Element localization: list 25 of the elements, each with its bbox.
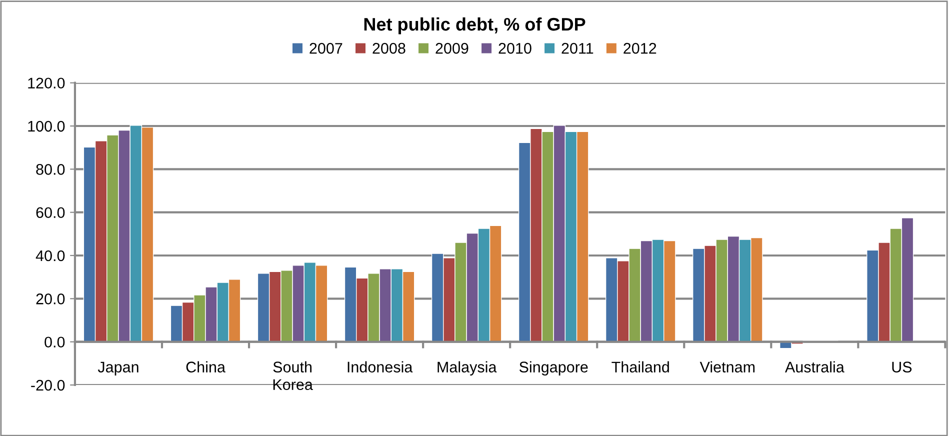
y-tick-label: 20.0 xyxy=(36,294,65,304)
x-tick-label: South Korea xyxy=(273,361,313,390)
legend-label: 2012 xyxy=(624,42,656,54)
x-tick-label: Indonesia xyxy=(348,361,413,372)
y-tick-label: 40.0 xyxy=(36,250,65,262)
x-tick-label: Singapore xyxy=(519,361,588,376)
y-tick-label: -20.0 xyxy=(31,380,65,391)
legend-label: 2010 xyxy=(498,42,532,54)
x-tick-label: Vietnam xyxy=(700,361,755,372)
x-tick-label: China xyxy=(186,361,226,372)
y-tick-label: 120.0 xyxy=(28,78,65,89)
chart-title: Net public debt, % of GDP xyxy=(364,17,586,34)
legend-label: 2008 xyxy=(372,42,406,54)
x-tick-label: Japan xyxy=(98,362,138,376)
x-tick-label: Thailand xyxy=(612,361,669,372)
legend-label: 2007 xyxy=(310,42,342,54)
y-tick-label: 0.0 xyxy=(44,336,65,348)
y-tick-label: 80.0 xyxy=(36,164,65,175)
x-tick-label: Australia xyxy=(784,361,844,372)
y-tick-label: 100.0 xyxy=(28,120,65,132)
x-tick-label: US xyxy=(892,362,912,372)
x-tick-label: Malaysia xyxy=(438,361,497,376)
legend-label: 2009 xyxy=(436,42,468,54)
y-tick-label: 60.0 xyxy=(36,207,65,218)
legend-label: 2011 xyxy=(562,42,594,54)
